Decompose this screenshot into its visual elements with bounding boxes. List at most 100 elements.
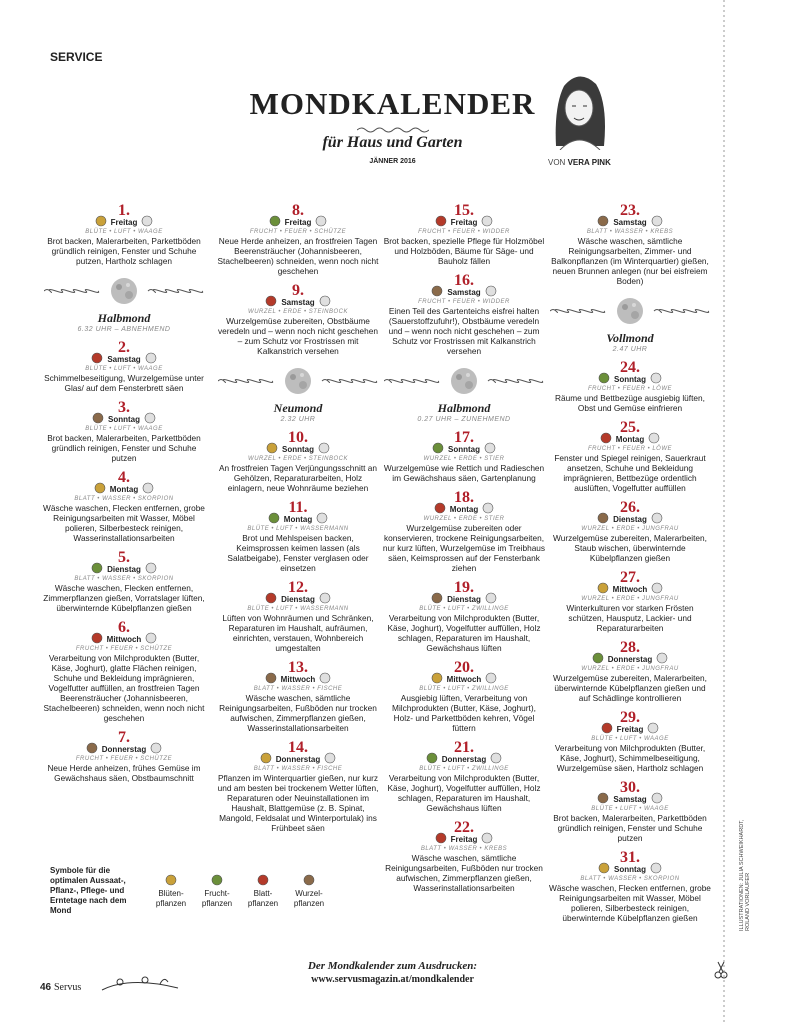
weekday: Sonntag xyxy=(448,445,480,454)
day-heading: 5. Dienstag xyxy=(107,550,141,575)
sign-icon xyxy=(482,215,493,227)
moon-phase-time: 0.27 UHR – ZUNEHMEND xyxy=(417,416,511,423)
scissors-icon xyxy=(714,961,728,979)
legend-label: pflanzen xyxy=(247,899,279,908)
day-entry: 13. Mittwoch BLATT • WASSER • FISCHE Wäsche… xyxy=(214,660,382,734)
day-text: Wäsche waschen, sämtliche Reinigungsarbe… xyxy=(385,853,543,893)
sign-icon xyxy=(94,482,106,494)
day-tags: FRUCHT • FEUER • LÖWE xyxy=(587,446,673,452)
legend-item: Blatt-pflanzen xyxy=(238,872,288,909)
day-entry: 3. Sonntag BLÜTE • LUFT • WAAGE Brot backen… xyxy=(40,399,208,464)
day-number: 23. xyxy=(619,202,640,219)
day-tags: FRUCHT • FEUER • LÖWE xyxy=(587,386,673,392)
day-heading: 28. Donnerstag xyxy=(608,640,652,665)
day-text: Einen Teil des Gartenteichs eisfrei halt… xyxy=(388,306,540,356)
day-header: 15. Freitag xyxy=(380,203,548,227)
sign-icon xyxy=(598,792,609,804)
day-number: 10. xyxy=(288,429,308,446)
day-text: Wurzelgemüse wie Rettich und Radieschen … xyxy=(383,463,545,483)
day-header: 27. Mittwoch xyxy=(546,570,714,594)
moon-graphic xyxy=(383,368,544,394)
moon-phase: Neumond 2.32 UHR xyxy=(214,366,382,423)
day-tags: BLÜTE • LUFT • WASSERMANN xyxy=(247,526,349,532)
day-entry: 24. Sonntag FRUCHT • FEUER • LÖWE Räume und… xyxy=(546,360,714,414)
sign-icon xyxy=(431,672,442,684)
day-tags: BLATT • WASSER • KREBS xyxy=(586,229,674,235)
day-tags: FRUCHT • FEUER • WIDDER xyxy=(418,229,510,235)
day-tags: WURZEL • ERDE • JUNGFRAU xyxy=(581,666,679,672)
day-entry: 29. Freitag BLÜTE • LUFT • WAAGE Verarbeitu… xyxy=(546,710,714,774)
day-entry: 10. Sonntag WURZEL • ERDE • STEINBOCK An fr… xyxy=(214,429,382,494)
sign-icon xyxy=(598,372,610,384)
day-text: Wäsche waschen, Flecken entfernen, grobe… xyxy=(43,503,205,543)
weekday: Donnerstag xyxy=(275,755,321,764)
sign-icon xyxy=(598,215,609,227)
day-text: Räume und Bettbezüge ausgiebig lüften, O… xyxy=(555,393,705,413)
sign-icon xyxy=(651,512,663,524)
day-text: Brot und Mehlspeisen backen, Keimsprosse… xyxy=(227,533,369,573)
legend-label: pflanzen xyxy=(155,899,187,908)
day-text: Wurzelgemüse zubereiten oder konserviere… xyxy=(382,523,546,573)
day-entry: 26. Dienstag WURZEL • ERDE • JUNGFRAU Wurze… xyxy=(546,500,714,564)
sign-icon xyxy=(265,592,277,604)
sign-icon xyxy=(319,295,330,307)
day-entry: 20. Mittwoch BLÜTE • LUFT • ZWILLINGE Ausgi… xyxy=(380,660,548,734)
day-text: Brot backen, Malerarbeiten, Parkettböden… xyxy=(47,433,201,463)
day-heading: 3. Sonntag xyxy=(108,399,140,425)
sign-icon xyxy=(144,412,156,424)
day-text: Winterkulturen vor starken Frösten schüt… xyxy=(566,603,694,633)
day-header: 4. Montag xyxy=(40,470,208,494)
legend-title: Symbole für die optimalen Aussaat-, Pfla… xyxy=(50,866,127,915)
sign-icon xyxy=(265,672,276,684)
weekday: Freitag xyxy=(450,218,478,227)
sign-icon xyxy=(266,295,277,307)
weekday: Samstag xyxy=(613,795,647,804)
day-entry: 7. Donnerstag FRUCHT • FEUER • SCHÜTZE Neue… xyxy=(40,730,208,784)
subtitle: für Haus und Garten xyxy=(322,134,463,151)
section-label: SERVICE xyxy=(50,50,103,64)
day-header: 5. Dienstag xyxy=(40,550,208,575)
day-number: 16. xyxy=(453,272,474,289)
day-number: 11. xyxy=(288,499,308,516)
sign-icon xyxy=(490,752,502,764)
legend-item: Blüten-pflanzen xyxy=(146,872,196,909)
day-number: 18. xyxy=(454,489,474,506)
sign-icon xyxy=(601,722,612,734)
day-entry: 8. Freitag FRUCHT • FEUER • SCHÜTZE Neue He… xyxy=(214,203,382,277)
weekday: Dienstag xyxy=(107,565,141,574)
sign-icon xyxy=(435,215,446,227)
day-text: Neue Herde anheizen, an frostfreien Tage… xyxy=(217,236,379,276)
weekday: Mittwoch xyxy=(446,675,482,684)
weekday: Freitag xyxy=(284,218,312,227)
day-header: 26. Dienstag xyxy=(546,500,714,524)
day-heading: 13. Mittwoch xyxy=(281,660,316,685)
day-text: Verarbeitung von Milchprodukten (Butter,… xyxy=(387,613,541,653)
day-header: 30. Samstag xyxy=(546,780,714,805)
day-header: 16. Samstag xyxy=(380,272,548,297)
weekday: Samstag xyxy=(281,298,315,307)
sign-icon xyxy=(91,632,102,644)
day-text: Verarbeitung von Milchprodukten (Butter,… xyxy=(387,773,541,813)
day-header: 23. Samstag xyxy=(546,202,714,227)
day-entry: 6. Mittwoch FRUCHT • FEUER • SCHÜTZE Verarb… xyxy=(40,620,208,724)
day-text: An frostfreien Tagen Verjüngungsschnitt … xyxy=(218,463,378,493)
column: 8. Freitag FRUCHT • FEUER • SCHÜTZE Neue He… xyxy=(214,203,382,841)
title: MONDKALENDER xyxy=(249,86,536,121)
day-entry: 18. Montag WURZEL • ERDE • STIER Wurzelgemü… xyxy=(380,489,548,574)
day-entry: 11. Montag BLÜTE • LUFT • WASSERMANN Brot u… xyxy=(214,499,382,574)
weekday: Montag xyxy=(283,515,313,524)
month: JÄNNER 2016 xyxy=(369,158,416,165)
day-heading: 25. Montag xyxy=(616,420,644,445)
sign-icon xyxy=(260,752,272,764)
sign-icon xyxy=(316,215,327,227)
day-heading: 30. Samstag xyxy=(613,780,647,805)
day-header: 11. Montag xyxy=(214,499,382,524)
day-tags: BLÜTE • LUFT • WAAGE xyxy=(85,229,163,235)
sign-icon xyxy=(145,352,156,364)
day-header: 21. Donnerstag xyxy=(380,740,548,764)
author-portrait xyxy=(555,76,605,150)
day-header: 9. Samstag xyxy=(214,283,382,307)
weekday: Mittwoch xyxy=(612,585,648,594)
sign-icon xyxy=(269,215,280,227)
day-number: 3. xyxy=(118,399,130,416)
